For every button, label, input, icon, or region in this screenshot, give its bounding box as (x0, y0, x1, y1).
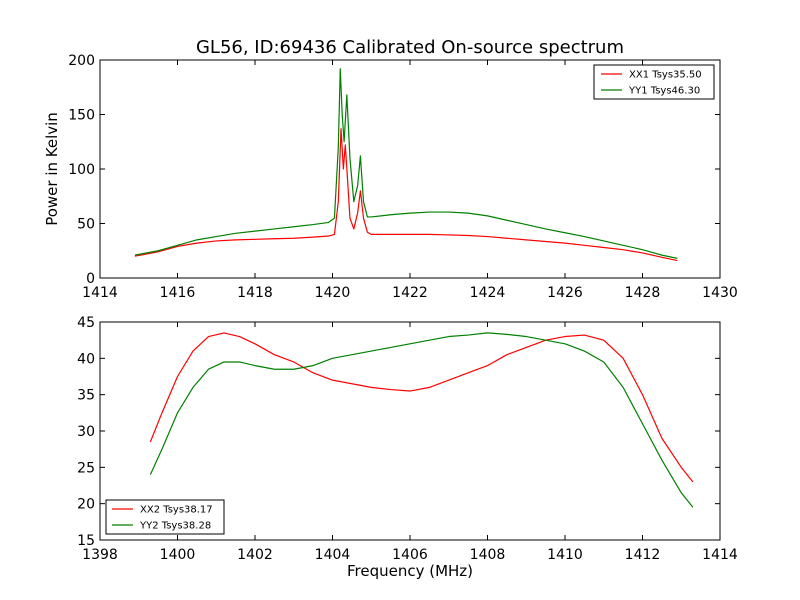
top-x-tick-label: 1416 (160, 285, 196, 301)
top-series-group (134, 68, 678, 262)
bottom-legend: XX2 Tsys38.17 YY2 Tsys38.28 (105, 499, 225, 535)
bottom-x-tick-label: 1406 (392, 547, 428, 563)
top-y-tick-label: 100 (68, 162, 95, 178)
bottom-x-tick-label: 1408 (470, 547, 506, 563)
top-x-tick-label: 1422 (392, 285, 428, 301)
top-legend: XX1 Tsys35.50 YY1 Tsys46.30 (593, 64, 715, 100)
bottom-x-tick-label: 1414 (702, 547, 738, 563)
bottom-x-tick-label: 1410 (547, 547, 583, 563)
top-x-tick-label: 1430 (702, 285, 738, 301)
bottom-y-tick-label: 15 (77, 533, 95, 549)
top-series-line-1 (134, 68, 678, 259)
top-legend-label-xx1: XX1 Tsys35.50 (629, 70, 702, 81)
bottom-legend-box (105, 499, 225, 535)
top-x-tick-label: 1428 (625, 285, 661, 301)
top-x-tick-label: 1414 (82, 285, 118, 301)
top-x-ticks: 1414 1416 1418 1420 1422 1424 1426 1428 1430 (82, 60, 738, 301)
top-chart: GL56, ID:69436 Calibrated On-source spec… (43, 37, 738, 301)
bottom-x-tick-label: 1412 (625, 547, 661, 563)
bottom-y-ticks: 15 20 25 30 35 40 45 (77, 315, 720, 549)
bottom-x-tick-label: 1404 (315, 547, 351, 563)
top-x-tick-label: 1420 (315, 285, 351, 301)
bottom-y-tick-label: 35 (77, 388, 95, 404)
top-series-line-0 (134, 128, 678, 262)
bottom-chart: 1398 1400 1402 1404 1406 1408 1410 1412 1414 15 2… (77, 315, 738, 580)
top-y-tick-label: 50 (77, 217, 95, 233)
top-legend-box (593, 64, 715, 100)
bottom-x-tick-label: 1398 (82, 547, 118, 563)
top-legend-label-yy1: YY1 Tsys46.30 (628, 86, 700, 97)
bottom-x-tick-label: 1402 (237, 547, 273, 563)
top-x-tick-label: 1424 (470, 285, 506, 301)
bottom-y-tick-label: 20 (77, 497, 95, 513)
top-chart-title: GL56, ID:69436 Calibrated On-source spec… (196, 37, 624, 58)
bottom-legend-label-xx2: XX2 Tsys38.17 (140, 505, 213, 516)
top-y-ticks: 0 50 100 150 200 (68, 53, 720, 287)
top-y-tick-label: 0 (86, 271, 95, 287)
bottom-x-axis-label: Frequency (MHz) (347, 562, 473, 580)
bottom-legend-label-yy2: YY2 Tsys38.28 (139, 521, 211, 532)
bottom-series-line-1 (149, 332, 694, 508)
bottom-y-tick-label: 30 (77, 424, 95, 440)
bottom-series-line-0 (149, 332, 694, 483)
top-x-tick-label: 1426 (547, 285, 583, 301)
bottom-y-tick-label: 40 (77, 351, 95, 367)
top-y-axis-label: Power in Kelvin (43, 112, 61, 226)
bottom-y-tick-label: 45 (77, 315, 95, 331)
bottom-x-ticks: 1398 1400 1402 1404 1406 1408 1410 1412 1414 (82, 322, 738, 563)
bottom-series-group (149, 332, 694, 508)
bottom-x-tick-label: 1400 (160, 547, 196, 563)
bottom-y-tick-label: 25 (77, 460, 95, 476)
top-x-tick-label: 1418 (237, 285, 273, 301)
top-y-tick-label: 200 (68, 53, 95, 69)
top-y-tick-label: 150 (68, 108, 95, 124)
